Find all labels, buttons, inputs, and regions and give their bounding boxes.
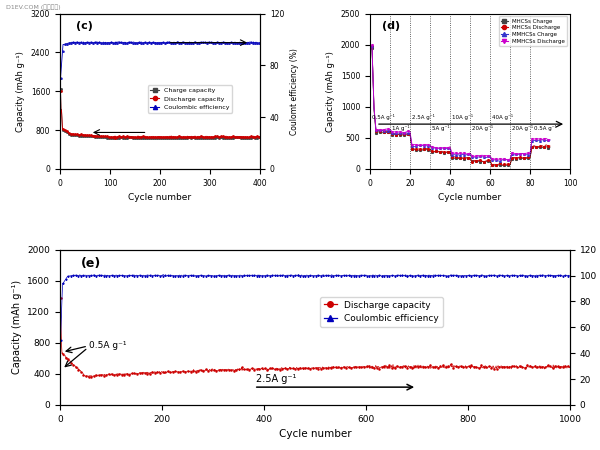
Text: 0.5A g⁻¹: 0.5A g⁻¹ [372,114,395,121]
Text: (e): (e) [80,257,101,270]
Text: 20A g⁻¹: 20A g⁻¹ [512,126,533,131]
Y-axis label: Capacity (mAh g⁻¹): Capacity (mAh g⁻¹) [326,51,335,131]
Text: D1EV.COM (第一电动): D1EV.COM (第一电动) [6,4,61,10]
Text: 10A g⁻¹: 10A g⁻¹ [452,114,473,121]
X-axis label: Cycle number: Cycle number [278,429,352,439]
Text: (d): (d) [382,21,400,31]
X-axis label: Cycle number: Cycle number [128,193,191,202]
Text: 2.5A g⁻¹: 2.5A g⁻¹ [256,374,297,384]
Text: 1A g⁻¹: 1A g⁻¹ [392,126,409,131]
Text: 2.5A g⁻¹: 2.5A g⁻¹ [412,114,435,121]
Text: 20A g⁻¹: 20A g⁻¹ [472,126,493,131]
Text: 0.5A g⁻¹: 0.5A g⁻¹ [534,126,557,131]
Y-axis label: Capacity (mAh g⁻¹): Capacity (mAh g⁻¹) [16,51,25,131]
Legend: Charge capacity, Discharge capacity, Coulombic efficiency: Charge capacity, Discharge capacity, Cou… [148,85,232,112]
Legend: MHCSs Charge, MHCSs Discharge, MMHCSs Charge, MMHCSs Discharge: MHCSs Charge, MHCSs Discharge, MMHCSs Ch… [499,16,567,46]
Text: 5A g⁻¹: 5A g⁻¹ [432,126,449,131]
Text: 40A g⁻¹: 40A g⁻¹ [492,114,513,121]
Y-axis label: Coulomt efficiency (%): Coulomt efficiency (%) [290,48,299,135]
Text: (c): (c) [76,21,93,31]
Text: 0.5A g⁻¹: 0.5A g⁻¹ [89,342,127,351]
X-axis label: Cycle number: Cycle number [439,193,502,202]
Legend: Discharge capacity, Coulombic efficiency: Discharge capacity, Coulombic efficiency [320,297,443,327]
Y-axis label: Capacity (mAh g⁻¹): Capacity (mAh g⁻¹) [12,280,22,374]
